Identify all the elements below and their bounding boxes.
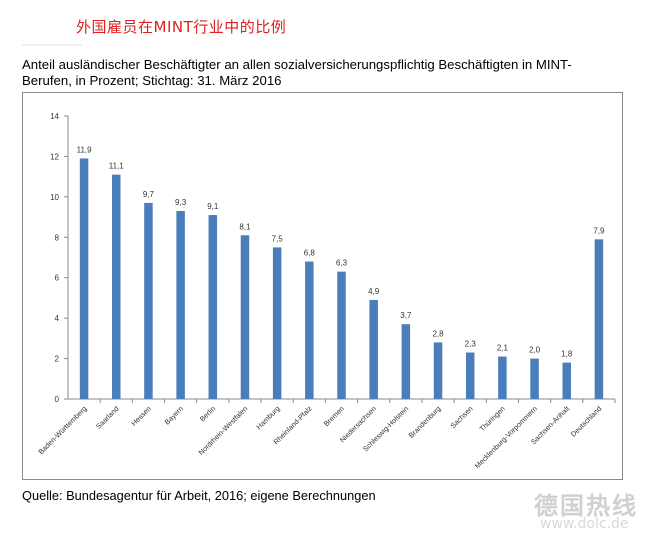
bar — [337, 271, 346, 399]
value-label: 3,7 — [400, 311, 412, 320]
chinese-title: 外国雇员在MINT行业中的比例 — [76, 18, 287, 36]
bar — [272, 247, 282, 399]
watermark-url: www.dolc.de — [540, 516, 629, 532]
y-tick-label: 8 — [55, 233, 60, 242]
bar — [594, 239, 604, 399]
bar — [562, 362, 571, 399]
bar — [79, 158, 89, 399]
value-label: 2,8 — [432, 329, 444, 338]
value-label: 6,8 — [304, 249, 316, 258]
source-note: Quelle: Bundesagentur für Arbeit, 2016; … — [22, 488, 376, 503]
value-label: 9,1 — [207, 202, 219, 211]
value-label: 2,1 — [497, 344, 509, 353]
category-label: Hessen — [129, 404, 153, 428]
bar — [305, 261, 314, 399]
category-label: Bayern — [163, 404, 185, 426]
category-label: Thüringen — [478, 404, 507, 433]
bar — [401, 324, 411, 399]
value-label: 8,1 — [239, 222, 251, 231]
bar-chart: 0 2 4 6 8 10 12 14 11,9 Baden-Württemberg 11,1 Saar… — [36, 112, 616, 470]
chart-subtitle: Anteil ausländischer Beschäftigter an al… — [22, 57, 572, 88]
bar — [498, 356, 507, 399]
category-label: Baden-Württemberg — [36, 404, 88, 456]
category-label: Sachsen — [448, 404, 474, 430]
y-tick-label: 14 — [50, 112, 59, 121]
y-tick-label: 12 — [50, 152, 59, 161]
bar — [112, 174, 121, 399]
value-label: 9,7 — [143, 190, 155, 199]
chart-frame: 0 2 4 6 8 10 12 14 11,9 Baden-Württemberg 11,1 Saar… — [22, 92, 623, 480]
value-label: 1,8 — [561, 350, 573, 359]
bar — [530, 358, 539, 399]
category-label: Bremen — [322, 404, 346, 428]
category-label: Berlin — [198, 404, 217, 423]
bar — [208, 215, 218, 399]
y-tick-label: 0 — [55, 395, 60, 404]
bar — [144, 202, 153, 399]
y-tick-label: 2 — [55, 355, 60, 364]
category-label: Hamburg — [254, 404, 281, 431]
watermark-text: 德国热线 — [534, 492, 638, 520]
bar — [240, 235, 250, 399]
bar — [433, 342, 443, 399]
category-label: Brandenburg — [407, 404, 443, 440]
y-tick-label: 4 — [55, 314, 60, 323]
value-label: 4,9 — [368, 287, 380, 296]
value-label: 2,3 — [465, 340, 477, 349]
value-label: 11,9 — [77, 145, 93, 154]
value-label: 6,3 — [336, 259, 348, 268]
category-label: Deutschland — [569, 404, 604, 439]
value-label: 7,5 — [272, 234, 284, 243]
bar — [369, 299, 378, 399]
y-tick-label: 6 — [55, 274, 60, 283]
bar — [176, 211, 185, 399]
category-label: Mecklenburg-Vorpommern — [473, 404, 539, 470]
divider — [22, 44, 82, 46]
bar — [465, 352, 475, 399]
value-label: 9,3 — [175, 198, 187, 207]
value-label: 7,9 — [593, 226, 605, 235]
value-label: 2,0 — [529, 346, 541, 355]
category-label: Saarland — [94, 404, 121, 431]
value-label: 11,1 — [109, 162, 125, 171]
y-tick-label: 10 — [50, 193, 59, 202]
